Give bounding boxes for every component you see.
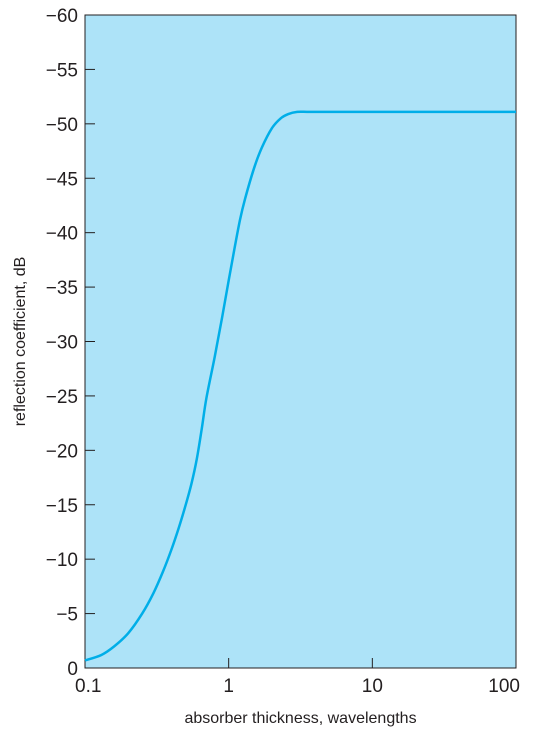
y-tick-label: −25 bbox=[46, 387, 78, 408]
y-tick-label: −60 bbox=[46, 6, 78, 27]
plot-area bbox=[84, 14, 517, 669]
tick-labels: 0 −5 −10 −15 −20 −25 −30 −35 −40 −45 −50 −55 −60 0.1 1… bbox=[46, 6, 520, 697]
x-tick-label: 10 bbox=[362, 676, 383, 697]
y-tick-label: −30 bbox=[46, 333, 78, 354]
x-tick-label: 0.1 bbox=[75, 676, 101, 697]
y-tick-label: 0 bbox=[67, 659, 78, 680]
y-tick-label: −10 bbox=[46, 550, 78, 571]
series-line-reflection bbox=[84, 110, 516, 662]
y-tick-label: −55 bbox=[46, 60, 78, 81]
y-tick-label: −40 bbox=[46, 224, 78, 245]
x-axis-label: absorber thickness, wavelengths bbox=[184, 710, 416, 727]
y-tick-label: −15 bbox=[46, 496, 78, 517]
y-tick-label: −50 bbox=[46, 115, 78, 136]
y-tick-label: −20 bbox=[46, 441, 78, 462]
y-tick-label: −35 bbox=[46, 278, 78, 299]
y-axis-label: reflection coefficient, dB bbox=[12, 257, 29, 427]
axis-ticks bbox=[84, 14, 517, 669]
y-tick-label: −45 bbox=[46, 169, 78, 190]
y-tick-label: −5 bbox=[56, 605, 78, 626]
x-tick-label: 1 bbox=[223, 676, 234, 697]
x-tick-label: 100 bbox=[488, 676, 520, 697]
